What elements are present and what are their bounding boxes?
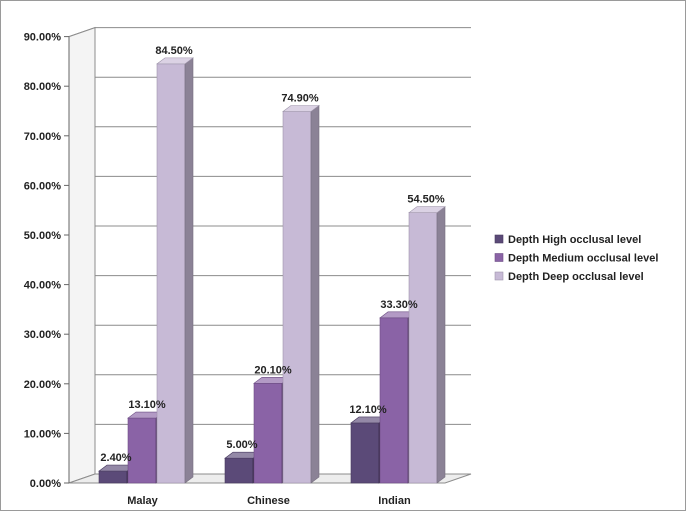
bar	[253, 376, 291, 484]
data-label: 20.10%	[254, 364, 292, 376]
data-label: 5.00%	[226, 439, 257, 451]
bar-front	[98, 470, 128, 484]
gridline	[68, 27, 471, 38]
bar-front	[408, 212, 438, 484]
gridline	[68, 76, 471, 87]
bar-side	[310, 104, 320, 484]
bar-side	[184, 57, 194, 484]
legend-swatch	[494, 234, 504, 244]
y-tick-label: 70.00%	[24, 131, 62, 143]
bar	[156, 57, 194, 484]
data-label: 2.40%	[100, 452, 131, 464]
bar-front	[282, 111, 312, 484]
bar-side	[436, 206, 446, 484]
bar-top	[156, 57, 194, 65]
data-label: 84.50%	[155, 45, 193, 57]
y-tick-label: 0.00%	[30, 478, 61, 490]
data-label: 54.50%	[407, 194, 445, 206]
gridline	[68, 175, 471, 186]
x-tick-label: Malay	[127, 495, 158, 507]
legend-item: Depth Deep occlusal level	[494, 271, 644, 283]
legend-item: Depth High occlusal level	[494, 234, 641, 246]
y-tick-label: 30.00%	[24, 329, 62, 341]
bar-top	[408, 206, 446, 213]
bar-front	[224, 457, 254, 484]
bar-top	[282, 105, 320, 112]
x-tick-label: Indian	[378, 495, 411, 507]
y-tick-label: 10.00%	[24, 428, 62, 440]
bar-front	[379, 317, 409, 484]
bar-front	[156, 63, 186, 484]
legend-item: Depth Medium occlusal level	[494, 253, 658, 265]
legend-label: Depth High occlusal level	[508, 234, 641, 246]
x-tick-label: Chinese	[247, 495, 290, 507]
y-tick-label: 50.00%	[24, 230, 62, 242]
legend-label: Depth Deep occlusal level	[508, 271, 644, 283]
data-label: 74.90%	[281, 92, 319, 104]
data-label: 12.10%	[349, 404, 387, 416]
y-tick-label: 60.00%	[24, 180, 62, 192]
bar-front	[253, 383, 283, 484]
y-tick-label: 80.00%	[24, 81, 62, 93]
gridline	[68, 126, 471, 137]
data-label: 33.30%	[380, 299, 418, 311]
legend-label: Depth Medium occlusal level	[508, 253, 658, 265]
y-tick-label: 90.00%	[24, 32, 62, 44]
legend-swatch	[494, 271, 504, 281]
y-tick-label: 40.00%	[24, 280, 62, 292]
bar-front	[127, 417, 157, 484]
data-label: 13.10%	[128, 399, 166, 411]
bar	[408, 206, 446, 484]
left-wall	[68, 26, 96, 484]
bar	[282, 104, 320, 484]
y-tick-label: 20.00%	[24, 379, 62, 391]
legend-swatch	[494, 253, 504, 262]
bar-front	[350, 422, 380, 484]
